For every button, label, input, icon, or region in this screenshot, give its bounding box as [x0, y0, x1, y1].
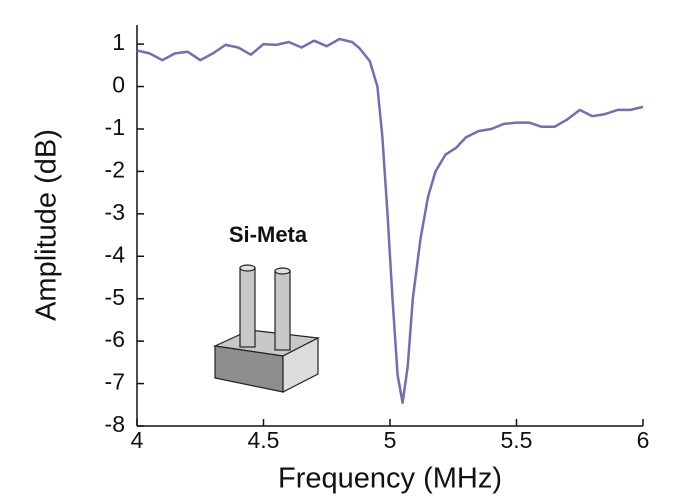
x-tick-label: 4.5 — [248, 427, 280, 453]
y-axis-label: Amplitude (dB) — [31, 129, 63, 321]
line — [136, 37, 644, 404]
y-tick-label: -1 — [105, 114, 125, 140]
x-tick-label: 6 — [637, 427, 650, 453]
y-tick-label: -3 — [105, 199, 125, 225]
x-axis-label: Frequency (MHz) — [278, 463, 502, 495]
y-tick-label: -7 — [105, 369, 125, 395]
y-tick-label: -6 — [105, 326, 125, 352]
y-tick-label: -5 — [105, 284, 125, 310]
x-tick-label: 5.5 — [501, 427, 533, 453]
metamaterial-icon — [212, 264, 321, 393]
x-tick-label: 4 — [131, 427, 144, 453]
y-tick-label: -8 — [105, 411, 125, 437]
y-tick-label: 0 — [112, 72, 125, 98]
annotation: Si-Meta — [229, 222, 308, 247]
x-tick-label: 5 — [384, 427, 397, 453]
y-tick-label: -4 — [105, 241, 126, 267]
y-tick-label: 1 — [112, 29, 125, 55]
y-tick-label: -2 — [105, 156, 125, 182]
